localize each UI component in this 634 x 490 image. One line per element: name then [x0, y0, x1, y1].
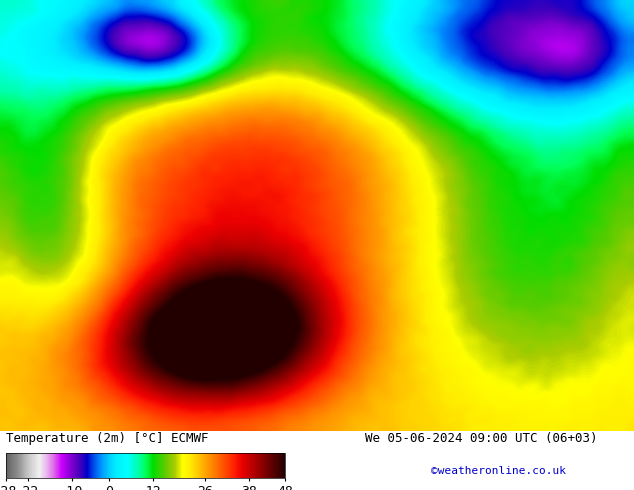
- Text: Temperature (2m) [°C] ECMWF: Temperature (2m) [°C] ECMWF: [6, 432, 209, 445]
- Text: We 05-06-2024 09:00 UTC (06+03): We 05-06-2024 09:00 UTC (06+03): [365, 432, 597, 445]
- Text: ©weatheronline.co.uk: ©weatheronline.co.uk: [431, 466, 566, 476]
